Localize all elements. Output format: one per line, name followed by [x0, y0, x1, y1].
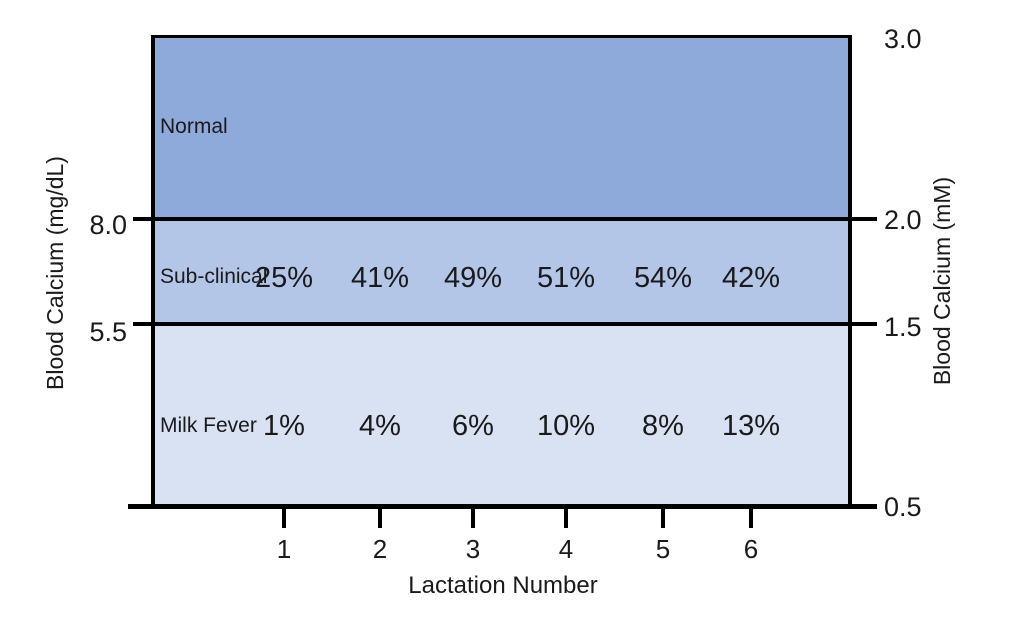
left-tick-8.0: [133, 217, 153, 221]
right-tick-label-0.5: 0.5: [884, 492, 922, 522]
x-tick-3: [471, 507, 475, 528]
y-axis-right-line: [848, 35, 852, 507]
x-tick-label-6: 6: [743, 534, 759, 564]
band-milkfever: [153, 324, 850, 507]
milkfever-pct-lactation-4: 10%: [536, 410, 596, 442]
x-tick-label-4: 4: [558, 534, 574, 564]
band-label-subclinical: Sub-clinical: [160, 265, 268, 288]
x-tick-label-2: 2: [372, 534, 388, 564]
plot-top-border: [151, 35, 852, 38]
subclinical-pct-lactation-4: 51%: [536, 262, 596, 294]
band-normal: [153, 35, 850, 219]
threshold-line-8.0: [153, 217, 850, 221]
band-label-normal: Normal: [160, 115, 228, 138]
milkfever-pct-lactation-3: 6%: [452, 410, 494, 442]
threshold-line-5.5: [153, 322, 850, 326]
x-axis-line: [128, 504, 877, 509]
subclinical-pct-lactation-2: 41%: [350, 262, 410, 294]
y-axis-left-title: Blood Calcium (mg/dL): [42, 156, 68, 390]
subclinical-pct-lactation-1: 25%: [254, 262, 314, 294]
right-tick-label-1.5: 1.5: [884, 312, 922, 342]
right-tick-label-3.0: 3.0: [884, 24, 922, 54]
x-tick-label-1: 1: [276, 534, 292, 564]
right-tick-1.5: [850, 322, 877, 326]
x-tick-1: [282, 507, 286, 528]
subclinical-pct-lactation-5: 54%: [633, 262, 693, 294]
subclinical-pct-lactation-6: 42%: [721, 262, 781, 294]
milkfever-pct-lactation-2: 4%: [359, 410, 401, 442]
milkfever-pct-lactation-5: 8%: [642, 410, 684, 442]
y-axis-left-line: [151, 35, 155, 507]
right-tick-label-2.0: 2.0: [884, 205, 922, 235]
milkfever-pct-lactation-6: 13%: [721, 410, 781, 442]
x-axis-title: Lactation Number: [408, 572, 598, 599]
band-label-milkfever: Milk Fever: [160, 414, 257, 437]
milkfever-pct-lactation-1: 1%: [263, 410, 305, 442]
subclinical-pct-lactation-3: 49%: [443, 262, 503, 294]
x-tick-5: [661, 507, 665, 528]
x-tick-label-3: 3: [465, 534, 481, 564]
plot-area: [153, 35, 850, 507]
left-tick-label-5.5: 5.5: [89, 317, 127, 347]
left-tick-label-8.0: 8.0: [89, 210, 127, 240]
x-tick-2: [378, 507, 382, 528]
x-tick-6: [749, 507, 753, 528]
x-tick-label-5: 5: [655, 534, 671, 564]
right-tick-2.0: [850, 217, 877, 221]
y-axis-right-title: Blood Calcium (mM): [929, 176, 955, 386]
x-tick-4: [564, 507, 568, 528]
band-subclinical: [153, 219, 850, 324]
left-tick-5.5: [133, 322, 153, 326]
